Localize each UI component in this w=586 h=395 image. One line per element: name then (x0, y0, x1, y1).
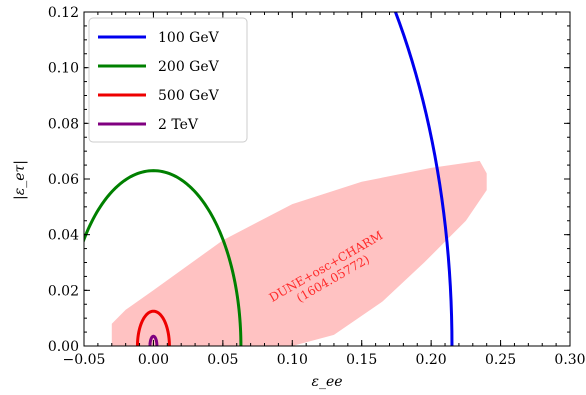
x-tick-label-2: 0.05 (207, 352, 238, 368)
y-tick-label-1: 0.02 (48, 283, 79, 299)
y-tick-label-2: 0.04 (48, 228, 79, 244)
legend: 100 GeV 200 GeV 500 GeV 2 TeV (89, 18, 247, 142)
x-axis-label: ε_ee (311, 374, 342, 390)
x-tick-label-6: 0.25 (485, 352, 516, 368)
y-tick-label-3: 0.06 (48, 172, 79, 188)
legend-label-2: 500 GeV (158, 88, 220, 104)
y-tick-label-4: 0.08 (48, 116, 79, 132)
x-tick-label-1: 0.00 (138, 352, 169, 368)
y-axis-label: |ε_eτ| (12, 160, 28, 200)
y-tick-label-6: 0.12 (48, 5, 79, 21)
region-layer (112, 161, 487, 346)
x-tick-label-4: 0.15 (346, 352, 377, 368)
x-tick-label-5: 0.20 (416, 352, 447, 368)
y-tick-label-5: 0.10 (48, 61, 79, 77)
legend-label-0: 100 GeV (158, 30, 220, 46)
y-tick-label-0: 0.00 (48, 339, 79, 355)
x-tick-label-7: 0.30 (554, 352, 585, 368)
x-tick-label-3: 0.10 (277, 352, 308, 368)
legend-label-1: 200 GeV (158, 59, 220, 75)
allowed-region (112, 161, 487, 346)
legend-label-3: 2 TeV (158, 117, 199, 133)
